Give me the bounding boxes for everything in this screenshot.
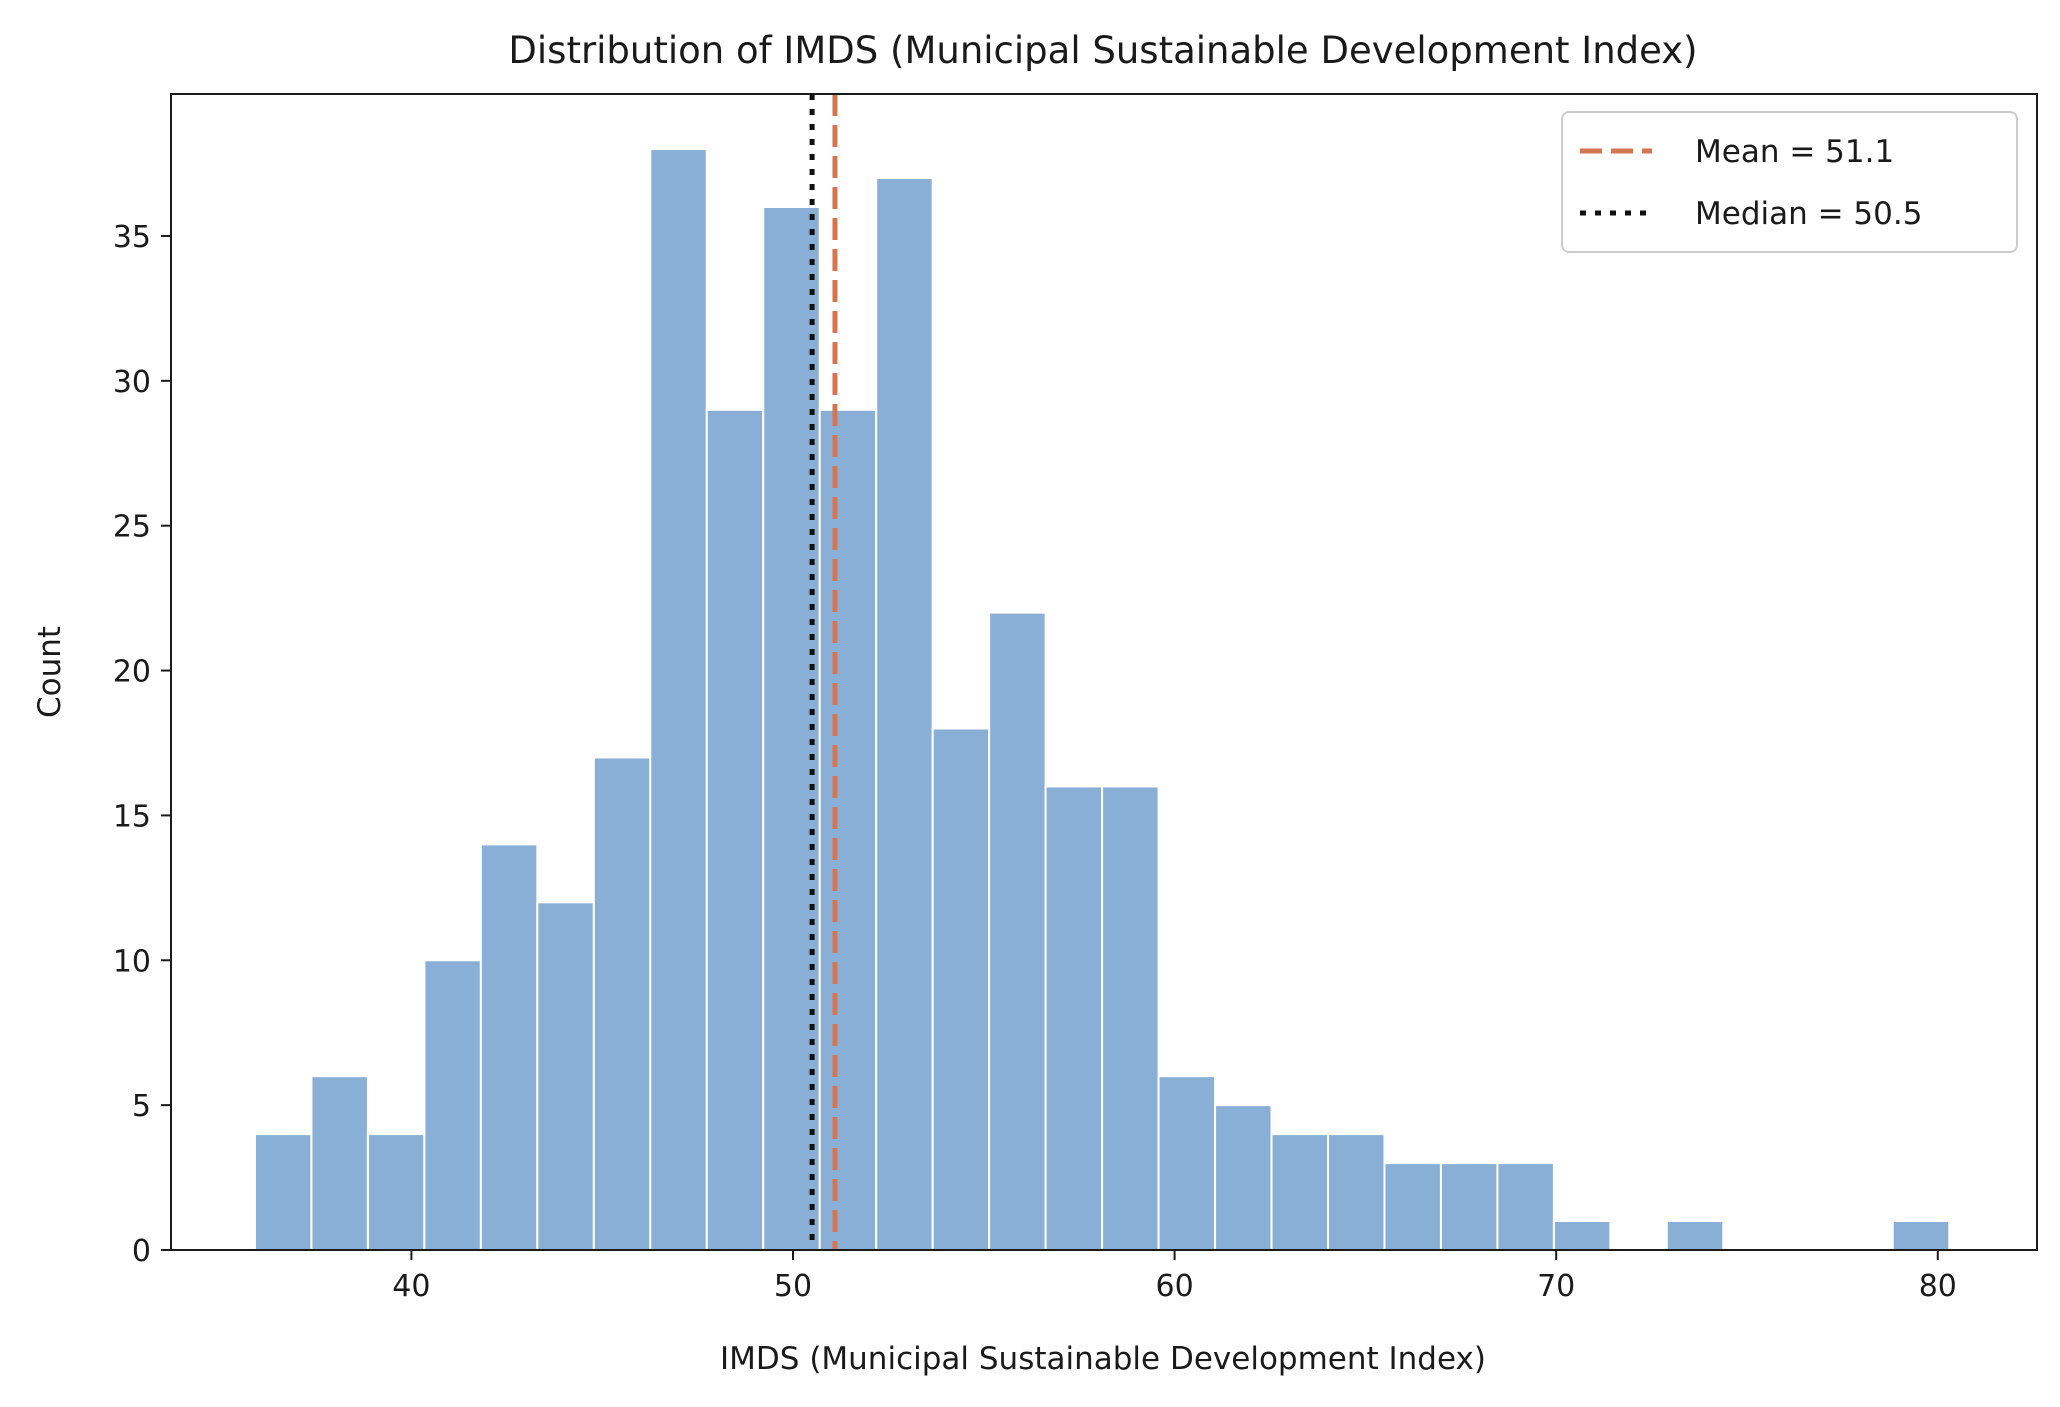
x-tick-label: 50 <box>774 1269 812 1304</box>
histogram-bar <box>1496 1162 1555 1252</box>
y-tick-label: 30 <box>113 365 151 400</box>
histogram-bar <box>818 408 878 1251</box>
histogram-bar <box>423 959 482 1251</box>
histogram-bar <box>1044 785 1104 1251</box>
histogram-bar <box>1326 1133 1386 1251</box>
y-tick-label: 20 <box>113 655 151 690</box>
y-tick-label: 25 <box>113 510 151 545</box>
histogram-bar <box>705 408 765 1251</box>
histogram-bar <box>1101 785 1160 1251</box>
histogram-bar <box>366 1133 426 1251</box>
y-tick-label: 0 <box>132 1234 151 1269</box>
histogram-bar <box>479 843 539 1252</box>
y-tick-label: 35 <box>113 220 151 255</box>
histogram-bar <box>875 177 934 1252</box>
histogram-bar <box>592 756 652 1252</box>
x-axis-ticks: 40 50 60 70 80 <box>392 1250 1957 1304</box>
histogram-bar <box>310 1075 369 1251</box>
y-axis-label: Count <box>32 626 68 718</box>
legend-mean-label: Mean = 51.1 <box>1695 134 1894 170</box>
x-tick-label: 60 <box>1156 1269 1194 1304</box>
plot-frame <box>170 93 2038 1251</box>
histogram-bar <box>1270 1133 1329 1251</box>
y-axis-ticks: 0 5 10 15 20 25 30 35 <box>113 220 171 1269</box>
x-tick-label: 40 <box>392 1269 430 1304</box>
histogram-bar <box>1214 1104 1273 1251</box>
histogram-bar <box>931 727 991 1251</box>
legend: Mean = 51.1 Median = 50.5 <box>1561 111 2018 253</box>
histogram-bar <box>1891 1220 1951 1252</box>
histogram-bar <box>1439 1162 1499 1252</box>
x-axis-label: IMDS (Municipal Sustainable Development … <box>720 1341 1486 1377</box>
reference-lines <box>809 94 838 1250</box>
histogram-bar <box>649 148 708 1252</box>
histogram-bar <box>1157 1075 1217 1251</box>
x-tick-label: 80 <box>1919 1269 1957 1304</box>
x-tick-label: 70 <box>1537 1269 1575 1304</box>
histogram-bar <box>988 611 1047 1251</box>
y-tick-label: 5 <box>132 1089 151 1124</box>
histogram-bars <box>253 148 1951 1252</box>
histogram-bar <box>1665 1220 1725 1252</box>
y-tick-label: 15 <box>113 799 151 834</box>
histogram-bar <box>1383 1162 1442 1252</box>
legend-median-label: Median = 50.5 <box>1695 196 1922 232</box>
chart-title: Distribution of IMDS (Municipal Sustaina… <box>508 29 1697 72</box>
histogram-bar <box>253 1133 313 1251</box>
legend-box <box>1561 111 2018 253</box>
histogram-bar <box>1552 1220 1612 1252</box>
histogram-bar <box>536 901 595 1251</box>
y-tick-label: 10 <box>113 944 151 979</box>
